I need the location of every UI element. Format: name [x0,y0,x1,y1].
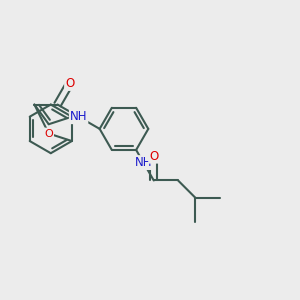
Text: NH: NH [70,110,87,123]
Text: O: O [44,128,53,139]
Text: O: O [65,77,74,90]
Text: NH: NH [135,156,152,169]
Text: O: O [149,150,158,163]
